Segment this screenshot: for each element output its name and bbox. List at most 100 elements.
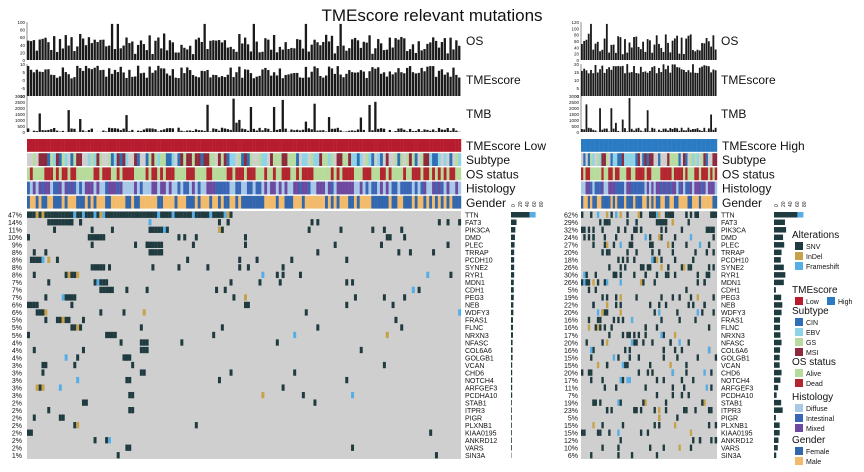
mutation-cell [162,226,166,233]
mutation-cell [680,346,684,354]
mutation-cell [649,361,652,369]
gene-frequency-bar [774,249,782,256]
annotation-cell [102,167,106,181]
mutation-cell [58,316,62,324]
mutation-cell [113,211,117,218]
mutation-cell [145,286,149,294]
mutation-cell [653,211,656,218]
mutation-cell [714,437,718,444]
mutation-cell [110,286,114,294]
track-bar [667,42,669,60]
track-bar [669,72,672,96]
annotation-cell [70,167,74,181]
annotation-cell [397,139,401,152]
track-bar [81,130,85,132]
mutation-cell [90,226,94,233]
annotation-cell [316,139,320,152]
annotation-cell [145,181,149,195]
track-bar [330,68,334,96]
mutation-cell [635,339,638,346]
annotation-cell [601,139,604,152]
annotation-cell [296,139,300,152]
annotation-cell [194,153,198,166]
annotation-cell [583,139,586,152]
annotation-cell [64,181,68,195]
track-bar [342,45,345,60]
annotation-cell [223,181,227,195]
track-bar [53,36,56,60]
mutation-cell [669,361,672,369]
annotation-cell [400,181,404,195]
annotation-cell [694,167,697,181]
annotation-cell [371,153,375,166]
annotation-cell [655,181,659,195]
annotation-cell [307,195,311,209]
mutation-cell [432,249,436,256]
track-bar [406,131,409,132]
annotation-cell [397,153,401,166]
track-bar [209,131,212,132]
annotation-cell [197,153,201,166]
annotation-cell [105,181,109,195]
track-bar [710,114,713,132]
annotation-cell [322,195,326,209]
annotation-cell [128,139,132,152]
mutation-cell [151,211,155,218]
annotation-cell [434,195,439,209]
mutation-cell [139,369,143,376]
mutation-cell [590,346,593,354]
track-bar [658,67,660,96]
track-bar [90,69,93,96]
mutation-cell [617,399,620,406]
annotation-cell [177,181,181,195]
track-bar [333,53,337,60]
annotation-cell [32,139,36,152]
annotation-cell [388,195,392,209]
annotation-cell [649,195,652,209]
annotation-cell [44,167,48,181]
mutation-cell [587,234,591,241]
annotation-cell [649,153,652,166]
annotation-cell [174,195,178,209]
mutation-cell [619,309,622,316]
high-percent-label: 15% [564,423,578,430]
annotation-cell [440,167,444,181]
gene-label-mdn1: MDN1 [465,280,485,287]
annotation-cell [374,167,378,181]
annotation-cell [642,195,645,209]
track-bar [58,76,62,96]
track-bar [368,71,371,96]
mutation-cell [696,354,699,361]
annotation-cell [403,195,407,209]
mutation-cell [601,422,604,429]
annotation-cell [594,167,598,181]
mutation-cell [73,294,77,301]
annotation-cell [694,195,697,209]
track-bar [110,23,114,60]
legend-title-tmescore: TMEscore [792,285,838,296]
mutation-cell [689,264,693,271]
annotation-cell [615,195,618,209]
annotation-cell [235,195,239,209]
gene-label-chd6: CHD6 [465,370,484,377]
annotation-cell [53,153,57,166]
legend-item-snv: SNV [806,244,821,251]
annotation-cell [81,167,86,181]
track-bar [73,77,76,96]
track-bar [621,54,624,60]
mutation-cell [76,422,80,429]
mutation-cell [110,211,114,218]
mutation-cell [608,219,611,226]
gene-label-peg3: PEG3 [721,295,740,302]
track-bar [639,66,642,96]
annotation-cell [290,139,294,152]
track-bar [596,41,599,60]
annotation-cell [391,153,395,166]
annotation-cell [394,167,398,181]
annotation-cell [619,153,622,166]
annotation-cell [411,181,415,195]
annotation-cell [293,167,297,181]
mutation-cell [345,301,349,309]
annotation-cell [423,195,427,209]
track-bar [596,72,599,96]
